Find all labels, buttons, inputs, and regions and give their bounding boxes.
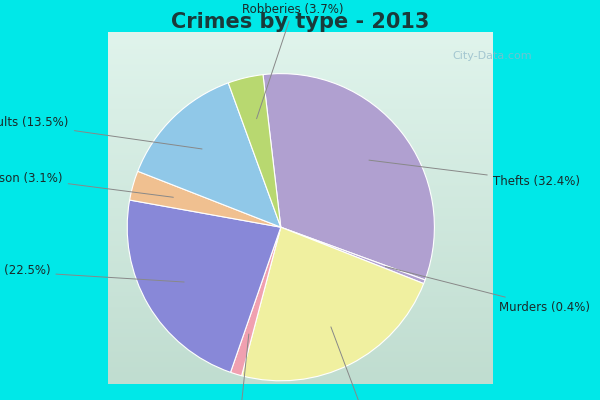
Wedge shape — [127, 200, 281, 372]
Text: Burglaries (23.1%): Burglaries (23.1%) — [318, 327, 428, 400]
Text: Assaults (13.5%): Assaults (13.5%) — [0, 116, 202, 149]
Wedge shape — [138, 83, 281, 227]
Wedge shape — [281, 227, 425, 284]
Text: City-Data.com: City-Data.com — [452, 51, 532, 61]
Wedge shape — [230, 227, 281, 376]
Wedge shape — [228, 75, 281, 227]
Text: Auto thefts (22.5%): Auto thefts (22.5%) — [0, 264, 184, 282]
Wedge shape — [130, 171, 281, 227]
Text: Murders (0.4%): Murders (0.4%) — [385, 266, 590, 314]
Text: Arson (3.1%): Arson (3.1%) — [0, 172, 173, 197]
Text: Robberies (3.7%): Robberies (3.7%) — [242, 2, 344, 119]
Wedge shape — [242, 227, 424, 381]
Text: Rapes (1.2%): Rapes (1.2%) — [199, 334, 277, 400]
Text: Thefts (32.4%): Thefts (32.4%) — [369, 160, 580, 188]
Wedge shape — [263, 74, 434, 280]
Text: Crimes by type - 2013: Crimes by type - 2013 — [171, 12, 429, 32]
